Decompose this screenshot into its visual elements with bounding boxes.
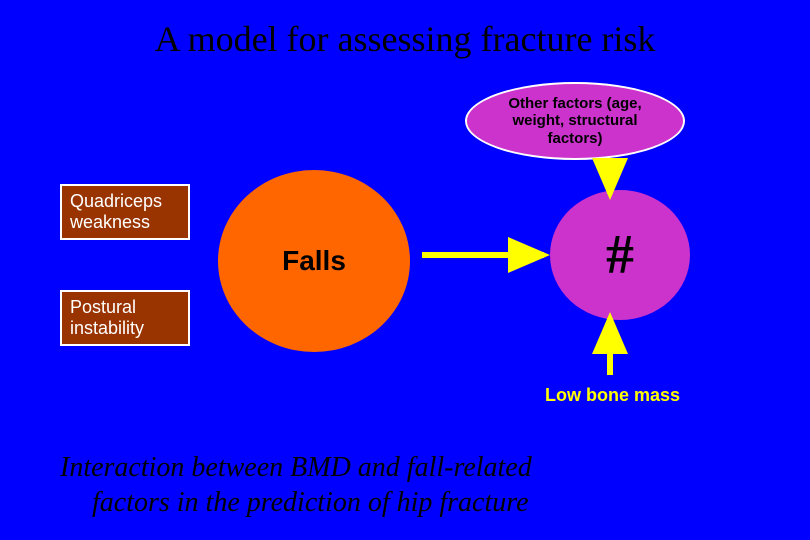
subtitle-line2: factors in the prediction of hip fractur… xyxy=(60,487,529,518)
subtitle-line1: Interaction between BMD and fall-related xyxy=(60,452,532,483)
label-low-bone-mass: Low bone mass xyxy=(545,385,680,406)
subtitle: Interaction between BMD and fall-related… xyxy=(60,450,532,520)
